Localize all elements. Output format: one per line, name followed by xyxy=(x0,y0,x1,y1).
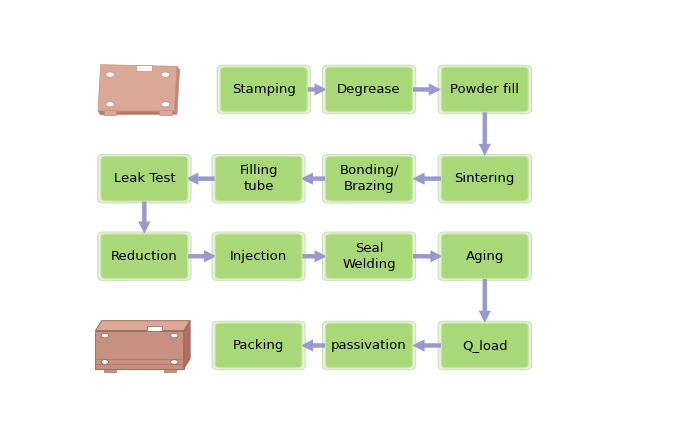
Polygon shape xyxy=(164,369,177,372)
Text: Leak Test: Leak Test xyxy=(113,172,175,185)
Circle shape xyxy=(106,102,114,107)
Circle shape xyxy=(161,102,170,107)
Text: Q_load: Q_load xyxy=(462,339,508,352)
Text: Packing: Packing xyxy=(233,339,285,352)
FancyBboxPatch shape xyxy=(326,67,412,112)
FancyBboxPatch shape xyxy=(212,154,305,203)
FancyBboxPatch shape xyxy=(101,234,188,278)
Circle shape xyxy=(161,72,170,77)
FancyBboxPatch shape xyxy=(215,156,302,201)
FancyBboxPatch shape xyxy=(438,232,532,281)
Polygon shape xyxy=(104,110,117,115)
Text: Bonding/
Brazing: Bonding/ Brazing xyxy=(340,164,399,193)
Polygon shape xyxy=(95,321,190,331)
Polygon shape xyxy=(98,111,177,115)
FancyBboxPatch shape xyxy=(323,321,416,370)
Circle shape xyxy=(170,360,178,364)
Text: Degrease: Degrease xyxy=(337,83,401,96)
Text: Aging: Aging xyxy=(466,250,504,263)
Circle shape xyxy=(101,360,109,364)
Polygon shape xyxy=(175,66,179,114)
Text: Sintering: Sintering xyxy=(455,172,515,185)
FancyBboxPatch shape xyxy=(441,67,528,112)
FancyBboxPatch shape xyxy=(221,67,307,112)
Circle shape xyxy=(170,333,178,338)
FancyBboxPatch shape xyxy=(326,234,412,278)
FancyBboxPatch shape xyxy=(438,321,532,370)
FancyBboxPatch shape xyxy=(101,156,188,201)
Polygon shape xyxy=(95,331,184,369)
Text: Seal
Welding: Seal Welding xyxy=(342,242,396,271)
Text: Powder fill: Powder fill xyxy=(450,83,519,96)
Text: Reduction: Reduction xyxy=(111,250,178,263)
FancyBboxPatch shape xyxy=(326,323,412,368)
Circle shape xyxy=(101,333,109,338)
FancyBboxPatch shape xyxy=(98,232,191,281)
FancyBboxPatch shape xyxy=(323,154,416,203)
Polygon shape xyxy=(184,321,190,369)
FancyBboxPatch shape xyxy=(441,323,528,368)
Polygon shape xyxy=(136,65,152,71)
FancyBboxPatch shape xyxy=(438,154,532,203)
FancyBboxPatch shape xyxy=(98,154,191,203)
FancyBboxPatch shape xyxy=(326,156,412,201)
Polygon shape xyxy=(98,65,177,111)
Polygon shape xyxy=(159,110,172,115)
FancyBboxPatch shape xyxy=(217,65,310,114)
FancyBboxPatch shape xyxy=(323,232,416,281)
FancyBboxPatch shape xyxy=(215,323,302,368)
Text: Injection: Injection xyxy=(230,250,287,263)
FancyBboxPatch shape xyxy=(212,232,305,281)
FancyBboxPatch shape xyxy=(441,234,528,278)
FancyBboxPatch shape xyxy=(323,65,416,114)
FancyBboxPatch shape xyxy=(212,321,305,370)
FancyBboxPatch shape xyxy=(441,156,528,201)
Text: Stamping: Stamping xyxy=(232,83,296,96)
Circle shape xyxy=(106,72,114,77)
Text: passivation: passivation xyxy=(331,339,407,352)
Polygon shape xyxy=(147,326,162,331)
Text: Filling
tube: Filling tube xyxy=(239,164,278,193)
Polygon shape xyxy=(104,369,117,372)
FancyBboxPatch shape xyxy=(215,234,302,278)
FancyBboxPatch shape xyxy=(438,65,532,114)
